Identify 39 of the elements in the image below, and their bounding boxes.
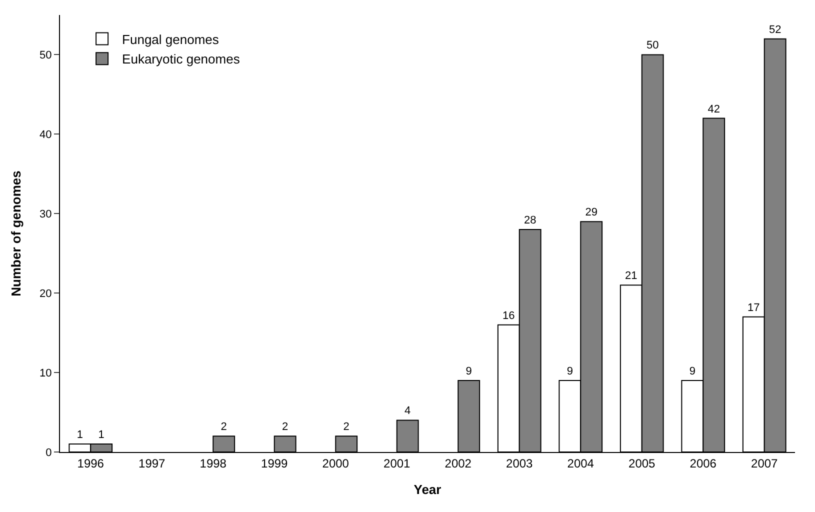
data-label: 9 [466,365,472,378]
data-label: 9 [689,365,696,378]
data-label: 2 [282,421,288,434]
x-tick-label: 1996 [77,456,104,470]
data-label: 9 [566,365,573,378]
x-tick-label: 2006 [690,456,717,470]
y-tick-label: 30 [40,208,52,220]
legend-label: Fungal genomes [122,32,220,47]
legend-label: Eukaryotic genomes [122,52,240,67]
y-tick-label: 40 [40,129,52,142]
data-label: 16 [502,310,515,322]
data-label: 52 [768,24,782,36]
data-label: 42 [708,103,720,116]
data-label: 28 [524,214,536,227]
x-tick-label: 2004 [567,456,594,470]
y-tick-label: 50 [40,50,52,62]
data-label: 17 [748,302,760,314]
x-tick-label: 2005 [628,456,656,470]
data-label: 2 [343,421,350,434]
data-label: 50 [646,40,659,52]
x-tick-label: 2002 [444,456,472,470]
data-label: 4 [404,405,411,418]
y-axis-title: Number of genomes [8,170,24,296]
data-label: 1 [76,429,83,442]
x-tick-label: 2007 [751,456,778,470]
x-tick-label: 2001 [384,456,411,470]
data-label: 1 [98,429,104,442]
x-tick-label: 2003 [506,456,534,470]
x-tick-label: 2000 [322,456,350,470]
data-label: 2 [220,421,227,434]
x-tick-label: 1998 [200,456,227,470]
y-tick-label: 20 [40,288,52,300]
data-label: 21 [625,270,638,282]
y-tick-label: 0 [46,446,52,459]
x-tick-label: 1997 [138,456,166,470]
y-tick-label: 10 [40,367,52,380]
x-axis-title: Year [414,482,442,497]
data-label: 29 [585,206,598,219]
x-tick-label: 1999 [261,456,288,470]
